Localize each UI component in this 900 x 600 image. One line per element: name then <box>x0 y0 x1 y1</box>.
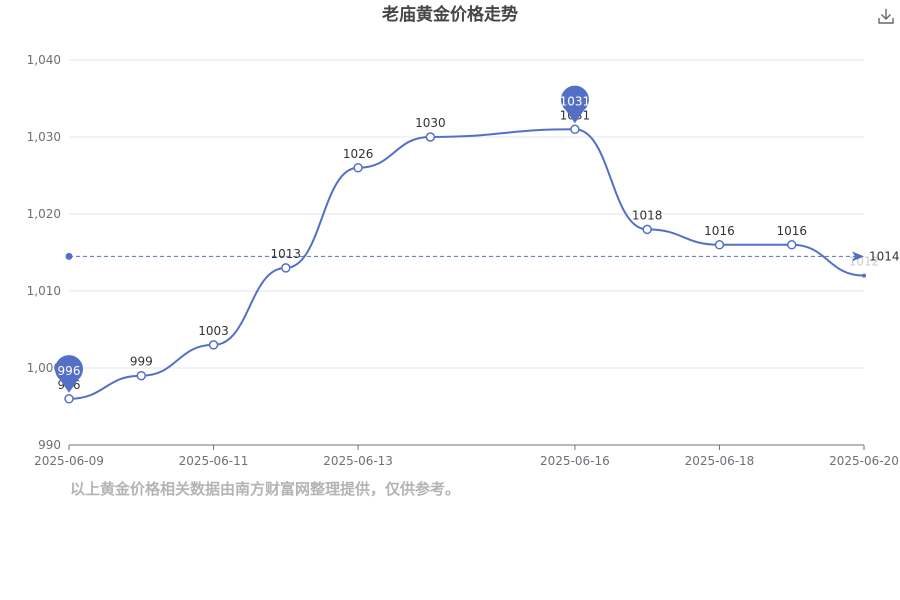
pin-shape <box>560 85 589 124</box>
data-label: 1012 <box>849 255 880 269</box>
data-label: 1003 <box>198 324 229 338</box>
data-point <box>136 370 147 381</box>
y-tick-label: 1,000 <box>27 361 61 375</box>
y-tick-label: 990 <box>38 438 61 452</box>
data-label: 1018 <box>632 208 663 222</box>
y-tick-label: 1,030 <box>27 130 61 144</box>
data-point <box>281 263 291 273</box>
average-line-arrow <box>852 251 864 262</box>
data-point <box>425 132 436 142</box>
data-label: 1016 <box>776 224 807 238</box>
max-pin-label: 1031 <box>560 94 591 108</box>
series-line <box>68 128 865 400</box>
chart-title: 老庙黄金价格走势 <box>381 4 518 25</box>
x-tick-label: 2025-06-16 <box>540 454 610 468</box>
x-tick-label: 2025-06-09 <box>34 454 104 468</box>
data-point <box>570 124 580 135</box>
x-tick-label: 2025-06-18 <box>685 454 755 468</box>
data-label: 1026 <box>343 147 374 161</box>
data-point <box>353 163 363 173</box>
y-tick-label: 1,010 <box>27 284 61 298</box>
average-line-start <box>65 252 73 260</box>
data-point <box>862 273 866 278</box>
x-tick-label: 2025-06-13 <box>323 454 393 468</box>
data-point <box>714 240 725 250</box>
data-label: 1013 <box>271 247 302 261</box>
pin-shape <box>55 355 84 393</box>
data-point <box>642 224 652 235</box>
min-pin-marker: 996 <box>55 355 84 393</box>
min-pin-label: 996 <box>58 364 81 378</box>
y-tick-label: 1,020 <box>27 207 61 221</box>
data-label: 1030 <box>415 116 446 130</box>
data-point <box>64 394 74 404</box>
max-pin-marker: 1031 <box>560 85 591 124</box>
data-label: 999 <box>130 355 153 369</box>
x-tick-label: 2025-06-11 <box>179 454 249 468</box>
data-label: 1016 <box>704 224 735 238</box>
data-point <box>208 340 219 350</box>
data-point <box>786 240 797 250</box>
y-tick-label: 1,040 <box>27 53 61 67</box>
download-button[interactable] <box>876 6 896 26</box>
x-tick-label: 2025-06-20 <box>829 454 899 468</box>
footnote: 以上黄金价格相关数据由南方财富网整理提供，仅供参考。 <box>70 480 461 498</box>
download-icon <box>878 9 894 24</box>
average-line-label: 1014 <box>869 249 900 263</box>
